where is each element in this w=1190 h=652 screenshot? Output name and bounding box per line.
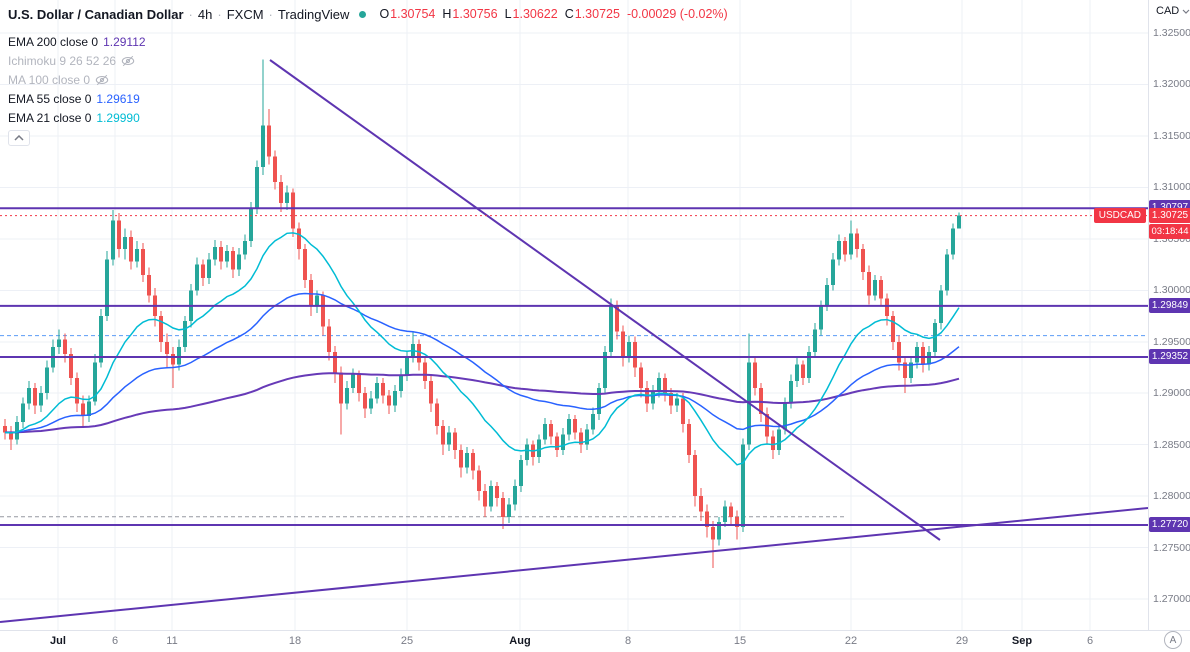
time-tick: 11 — [166, 635, 178, 647]
time-tick: 6 — [1086, 635, 1094, 647]
price-tick: 1.28500 — [1153, 438, 1190, 451]
close-label: C — [564, 7, 574, 21]
open-value: 1.30754 — [390, 7, 436, 21]
separator: · — [188, 6, 193, 22]
level-price-label: 1.27720 — [1149, 517, 1190, 532]
high-label: H — [442, 7, 452, 21]
time-tick: Jul — [50, 635, 66, 647]
price-tick: 1.30000 — [1153, 284, 1190, 297]
trendline — [0, 507, 1148, 623]
open-label: O — [379, 7, 390, 21]
time-tick: 18 — [288, 635, 302, 647]
brand-label: TradingView — [277, 6, 350, 22]
chart-pane[interactable]: U.S. Dollar / Canadian Dollar · 4h · FXC… — [0, 0, 1148, 630]
indicator-value: 1.29112 — [103, 34, 146, 49]
ema-200-line — [5, 372, 960, 434]
price-tick: 1.31500 — [1153, 129, 1190, 142]
symbol-price-flag: USDCAD — [1093, 207, 1146, 223]
price-tick: 1.29500 — [1153, 335, 1190, 348]
exchange-label: FXCM — [226, 6, 264, 22]
market-status-icon — [359, 10, 367, 18]
time-tick: 22 — [844, 635, 858, 647]
indicator-row[interactable]: EMA 55 close 0 1.29619 — [8, 89, 728, 108]
symbol-title: U.S. Dollar / Canadian Dollar — [8, 6, 184, 22]
indicator-title: EMA 21 close 0 — [8, 110, 92, 125]
separator: · — [217, 6, 222, 22]
auto-scale-button[interactable]: A — [1164, 631, 1182, 649]
indicator-value: 1.29990 — [96, 110, 140, 125]
bar-countdown-label: 03:18:44 — [1149, 223, 1190, 239]
price-tick: 1.32500 — [1153, 26, 1190, 39]
chevron-down-icon — [1182, 9, 1190, 14]
time-axis[interactable]: Jul 6 11 18 25 Aug 8 15 22 29 Sep 6 — [0, 630, 1190, 652]
time-tick: 29 — [955, 635, 969, 647]
change-value: -0.00029 (-0.02%) — [626, 7, 728, 21]
ema-21-line — [4, 232, 960, 466]
high-value: 1.30756 — [452, 7, 498, 21]
price-tick: 1.27500 — [1153, 541, 1190, 554]
indicator-value: 1.29619 — [96, 91, 140, 106]
indicator-rows: EMA 200 close 0 1.29112 Ichimoku 9 26 52 2… — [8, 32, 728, 127]
separator: · — [268, 6, 273, 22]
low-value: 1.30622 — [512, 7, 558, 21]
price-tick: 1.27000 — [1153, 593, 1190, 606]
time-tick: Sep — [1011, 635, 1033, 647]
currency-selector[interactable]: CAD — [1156, 5, 1190, 17]
chevron-up-icon — [14, 135, 24, 141]
price-tick: 1.28000 — [1153, 490, 1190, 503]
symbol-legend-row[interactable]: U.S. Dollar / Canadian Dollar · 4h · FXC… — [8, 5, 728, 23]
visibility-off-icon[interactable] — [95, 73, 109, 87]
currency-label: CAD — [1156, 5, 1180, 17]
close-value: 1.30725 — [574, 7, 620, 21]
indicator-title: EMA 55 close 0 — [8, 91, 92, 106]
legend: U.S. Dollar / Canadian Dollar · 4h · FXC… — [8, 5, 728, 146]
indicator-row[interactable]: EMA 200 close 0 1.29112 — [8, 32, 728, 51]
trendline — [269, 59, 941, 541]
indicator-title: MA 100 close 0 — [8, 72, 91, 87]
time-tick: 8 — [624, 635, 632, 647]
level-price-label: 1.29352 — [1149, 349, 1190, 364]
price-tick: 1.29000 — [1153, 387, 1190, 400]
indicator-title: Ichimoku 9 26 52 26 — [8, 53, 117, 68]
indicator-title: EMA 200 close 0 — [8, 34, 99, 49]
interval-label: 4h — [197, 6, 213, 22]
low-label: L — [504, 7, 512, 21]
time-tick: 25 — [400, 635, 414, 647]
price-tick: 1.32000 — [1153, 78, 1190, 91]
visibility-off-icon[interactable] — [121, 54, 135, 68]
time-tick: 6 — [111, 635, 119, 647]
ema-55-line — [4, 292, 960, 434]
legend-collapse-button[interactable] — [8, 130, 30, 146]
indicator-row[interactable]: Ichimoku 9 26 52 26 — [8, 51, 728, 70]
level-price-label: 1.29849 — [1149, 297, 1190, 313]
candlestick-chart[interactable] — [0, 0, 1148, 630]
price-tick: 1.31000 — [1153, 181, 1190, 194]
last-price-label: 1.30725 — [1149, 207, 1190, 223]
time-tick: Aug — [509, 635, 531, 647]
price-axis[interactable]: CAD 1.32500 1.32000 1.31500 1.31000 1.30500 1… — [1148, 0, 1190, 630]
time-tick: 15 — [733, 635, 747, 647]
indicator-row[interactable]: EMA 21 close 0 1.29990 — [8, 108, 728, 127]
ohlc-values: O 1.30754 H 1.30756 L 1.30622 C 1.30725 … — [372, 7, 727, 21]
indicator-row[interactable]: MA 100 close 0 — [8, 70, 728, 89]
